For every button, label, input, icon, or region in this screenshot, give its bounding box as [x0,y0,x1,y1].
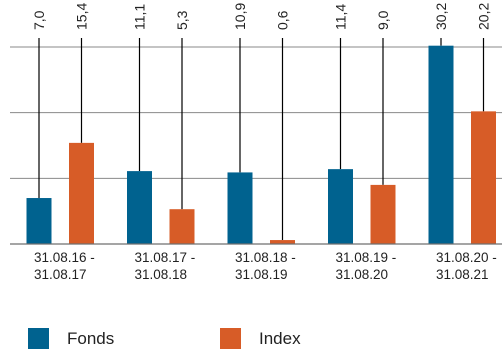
legend-label-index: Index [259,328,301,348]
legend-item-index: Index [220,328,301,349]
data-label: 15,4 [74,3,90,30]
data-label: 20,2 [476,3,492,30]
bar [270,240,295,244]
bar [428,45,454,244]
legend-swatch-fonds [28,328,49,349]
legend-swatch-index [220,328,241,349]
x-tick-label: 31.08.16 - [34,250,95,265]
bar [69,142,94,244]
x-tick-label: 31.08.18 - [235,250,296,265]
bar [328,169,353,244]
data-label: 7,0 [31,10,47,30]
bar [169,209,195,244]
bar-chart: 7,0 15,4 31.08.16 - 31.08.17 11,1 5,3 31.08.17… [10,3,502,282]
x-tick-label: 31.08.20 [336,267,389,282]
legend-item-fonds: Fonds [28,328,114,349]
bar [26,198,52,244]
legend-label-fonds: Fonds [67,328,115,348]
data-label: 11,4 [333,4,349,30]
x-tick-label: 31.08.17 - [135,250,196,265]
x-tick-label: 31.08.17 [34,267,87,282]
x-tick-label: 31.08.20 - [436,250,497,265]
data-label: 5,3 [174,10,190,30]
bar [227,172,253,244]
x-tick-label: 31.08.19 - [336,250,397,265]
data-label: 9,0 [375,10,391,30]
x-tick-label: 31.08.21 [436,267,489,282]
bar [370,184,396,244]
data-label: 0,6 [275,10,291,30]
data-label: 11,1 [132,4,148,30]
bar [127,171,152,244]
data-label: 30,2 [433,3,449,30]
x-tick-label: 31.08.19 [235,267,288,282]
bar [471,111,496,244]
data-label: 10,9 [232,3,248,30]
x-tick-label: 31.08.18 [135,267,188,282]
